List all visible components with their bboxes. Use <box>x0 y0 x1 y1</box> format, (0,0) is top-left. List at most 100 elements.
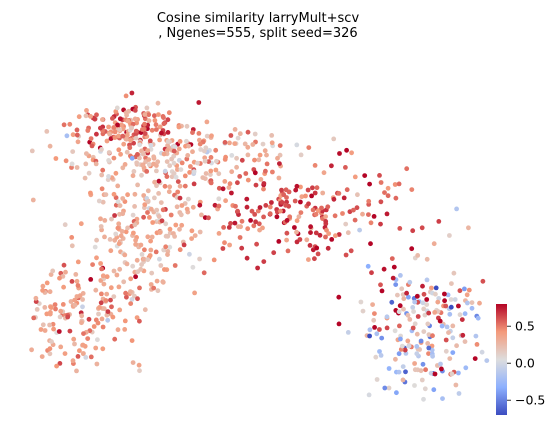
data-point <box>125 262 130 267</box>
data-point <box>95 362 100 367</box>
data-point <box>168 227 173 232</box>
data-point <box>124 295 129 300</box>
data-point <box>252 158 257 163</box>
data-point <box>277 176 282 181</box>
data-point <box>278 143 283 148</box>
data-point <box>262 181 267 186</box>
data-point <box>186 144 191 149</box>
data-point <box>208 169 213 174</box>
data-point <box>100 346 105 351</box>
data-point <box>372 311 377 316</box>
data-point <box>245 205 250 210</box>
data-point <box>84 113 89 118</box>
data-point <box>172 161 177 166</box>
data-point <box>406 313 411 318</box>
data-point <box>389 300 394 305</box>
data-point <box>63 270 68 275</box>
data-point <box>462 287 467 292</box>
data-point <box>93 245 98 250</box>
data-point <box>188 164 193 169</box>
data-point <box>175 204 180 209</box>
data-point <box>238 235 243 240</box>
data-point <box>372 214 377 219</box>
data-point <box>308 224 313 229</box>
data-point <box>425 322 430 327</box>
data-point <box>236 224 241 229</box>
data-point <box>476 316 481 321</box>
data-point <box>250 142 255 147</box>
data-point <box>29 347 34 352</box>
data-point <box>440 396 445 401</box>
data-point <box>202 270 207 275</box>
data-point <box>449 305 454 310</box>
data-point <box>361 309 366 314</box>
data-point <box>442 298 447 303</box>
data-point <box>414 351 419 356</box>
data-point <box>71 358 76 363</box>
data-point <box>394 390 399 395</box>
data-point <box>223 157 228 162</box>
data-point <box>263 169 268 174</box>
data-point <box>125 226 130 231</box>
data-point <box>323 235 328 240</box>
data-point <box>199 213 204 218</box>
data-point <box>173 223 178 228</box>
data-point <box>360 212 365 217</box>
data-point <box>227 243 232 248</box>
data-point <box>416 314 421 319</box>
data-point <box>426 346 431 351</box>
data-point <box>409 187 414 192</box>
data-point <box>346 230 351 235</box>
data-point <box>161 114 166 119</box>
data-point <box>73 303 78 308</box>
data-point <box>87 171 92 176</box>
data-point <box>235 209 240 214</box>
data-point <box>47 323 52 328</box>
data-point <box>197 203 202 208</box>
data-point <box>94 238 99 243</box>
data-point <box>258 205 263 210</box>
data-point <box>386 186 391 191</box>
data-point <box>142 112 147 117</box>
data-point <box>444 338 449 343</box>
data-point <box>379 180 384 185</box>
data-point <box>187 170 192 175</box>
data-point <box>411 326 416 331</box>
data-point <box>332 197 337 202</box>
data-point <box>202 149 207 154</box>
data-point <box>92 324 97 329</box>
data-point <box>157 138 162 143</box>
data-point <box>198 142 203 147</box>
data-point <box>119 233 124 238</box>
data-point <box>159 131 164 136</box>
data-point <box>154 169 159 174</box>
data-point <box>112 213 117 218</box>
data-point <box>254 183 259 188</box>
data-point <box>349 248 354 253</box>
data-point <box>229 169 234 174</box>
data-point <box>144 169 149 174</box>
data-point <box>404 291 409 296</box>
data-point <box>337 191 342 196</box>
data-point <box>125 192 130 197</box>
data-point <box>329 163 334 168</box>
data-point <box>397 370 402 375</box>
data-point <box>420 225 425 230</box>
data-point <box>88 277 93 282</box>
data-point <box>139 243 144 248</box>
data-point <box>83 355 88 360</box>
data-point <box>294 143 299 148</box>
data-point <box>62 122 67 127</box>
data-point <box>115 184 120 189</box>
data-point <box>425 278 430 283</box>
data-point <box>235 180 240 185</box>
data-point <box>76 139 81 144</box>
data-point <box>166 139 171 144</box>
data-point <box>158 263 163 268</box>
data-point <box>152 196 157 201</box>
data-point <box>380 289 385 294</box>
data-point <box>446 330 451 335</box>
colorbar: 0.50.0−0.5 <box>496 304 545 415</box>
data-point <box>355 192 360 197</box>
data-point <box>253 170 258 175</box>
